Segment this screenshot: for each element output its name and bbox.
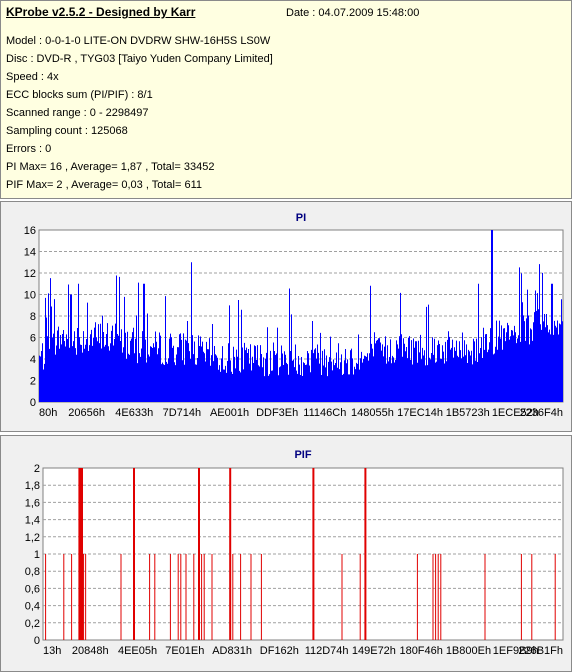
y-tick-label: 0,2: [25, 618, 40, 630]
x-tick-label: AD831h: [212, 645, 252, 657]
x-tick-label: 1EF9B9h: [493, 645, 539, 657]
y-tick-label: 1: [34, 549, 40, 561]
info-line-pif-stats: PIF Max= 2 , Average= 0,03 , Total= 611: [6, 179, 202, 191]
info-line-sampling: Sampling count : 125068: [6, 125, 128, 137]
x-tick-label: 1ECE52h: [492, 407, 539, 419]
y-tick-label: 8: [30, 311, 36, 323]
x-tick-label: 1B5723h: [446, 407, 490, 419]
info-line-pi-stats: PI Max= 16 , Average= 1,87 , Total= 3345…: [6, 161, 215, 173]
pif-chart-title: PIF: [294, 449, 311, 461]
x-tick-label: 4EE05h: [118, 645, 157, 657]
y-tick-label: 1,6: [25, 497, 40, 509]
y-tick-label: 2: [30, 376, 36, 388]
x-tick-label: AE001h: [210, 407, 249, 419]
scan-date: Date : 04.07.2009 15:48:00: [286, 7, 420, 19]
pif-chart: PIF 0 0,2 0,4 0,6 0,8 1 1,2 1,4 1,6 1,8 2 13h 20848h 4…: [25, 449, 564, 657]
info-line-speed: Speed : 4x: [6, 71, 59, 83]
x-tick-label: 112D74h: [305, 645, 349, 657]
y-tick-label: 0: [30, 397, 36, 409]
info-panel: KProbe v2.5.2 - Designed by Karr Date : …: [0, 0, 572, 199]
info-line-range: Scanned range : 0 - 2298497: [6, 107, 149, 119]
y-tick-label: 6: [30, 333, 36, 345]
x-tick-label: DDF3Eh: [256, 407, 298, 419]
x-tick-label: 80h: [39, 407, 57, 419]
y-tick-label: 12: [24, 268, 36, 280]
x-tick-label: 4E633h: [115, 407, 153, 419]
info-line-model: Model : 0-0-1-0 LITE-ON DVDRW SHW-16H5S …: [6, 35, 271, 47]
y-tick-label: 0,4: [25, 601, 40, 613]
pi-chart-panel: PI 0 2 4 6 8 10 12 14 16 80h 20656h 4E633h 7D714h AE00…: [0, 201, 572, 432]
x-tick-label: 17EC14h: [397, 407, 443, 419]
x-tick-label: 149E72h: [352, 645, 396, 657]
x-tick-label: 180F46h: [399, 645, 442, 657]
x-tick-label: 7D714h: [163, 407, 202, 419]
y-tick-label: 4: [30, 354, 36, 366]
info-line-disc: Disc : DVD-R , TYG03 [Taiyo Yuden Compan…: [6, 53, 273, 65]
y-tick-label: 10: [24, 290, 36, 302]
app-title: KProbe v2.5.2 - Designed by Karr: [6, 5, 196, 19]
x-tick-label: 2236F4h: [520, 407, 563, 419]
x-tick-label: 226B1Fh: [518, 645, 563, 657]
info-line-ecc: ECC blocks sum (PI/PIF) : 8/1: [6, 89, 153, 101]
y-tick-label: 1,2: [25, 532, 40, 544]
pif-chart-panel: PIF 0 0,2 0,4 0,6 0,8 1 1,2 1,4 1,6 1,8 2 13h 20848h 4…: [0, 435, 572, 672]
y-tick-label: 14: [24, 247, 36, 259]
x-tick-label: 20848h: [72, 645, 109, 657]
y-tick-label: 16: [24, 225, 36, 237]
x-tick-label: DF162h: [260, 645, 299, 657]
y-tick-label: 0,8: [25, 566, 40, 578]
x-tick-label: 148055h: [351, 407, 394, 419]
info-line-errors: Errors : 0: [6, 143, 52, 155]
pi-series: [39, 230, 563, 402]
y-tick-label: 0: [34, 635, 40, 647]
x-tick-label: 1B800Eh: [446, 645, 491, 657]
x-tick-label: 11146Ch: [303, 407, 346, 419]
pi-chart: PI 0 2 4 6 8 10 12 14 16 80h 20656h 4E633h 7D714h AE00…: [24, 212, 564, 419]
x-tick-label: 13h: [43, 645, 61, 657]
y-tick-label: 1,8: [25, 480, 40, 492]
x-tick-label: 7E01Eh: [165, 645, 204, 657]
x-tick-label: 20656h: [68, 407, 105, 419]
pi-chart-title: PI: [296, 212, 306, 224]
pif-series: [45, 468, 556, 640]
y-tick-label: 2: [34, 463, 40, 475]
y-tick-label: 1,4: [25, 515, 40, 527]
y-tick-label: 0,6: [25, 583, 40, 595]
